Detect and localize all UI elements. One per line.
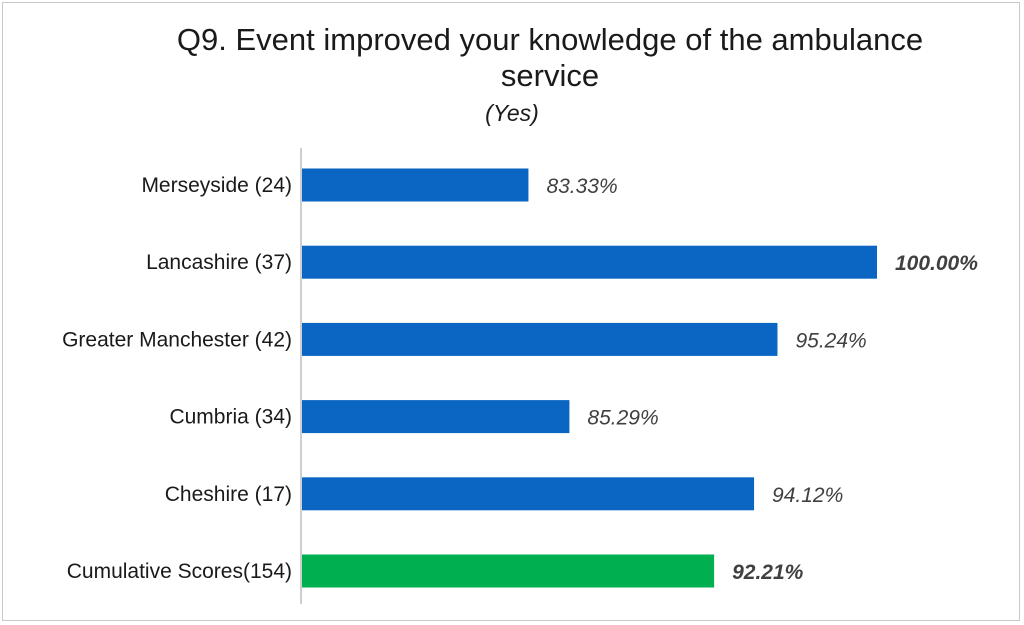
data-label: 95.24% bbox=[795, 329, 866, 352]
bar bbox=[302, 554, 715, 588]
category-label: Greater Manchester (42) bbox=[62, 328, 292, 351]
data-label: 83.33% bbox=[546, 175, 617, 198]
category-label: Merseyside (24) bbox=[141, 174, 292, 197]
category-label: Lancashire (37) bbox=[146, 251, 292, 274]
bar bbox=[302, 477, 755, 511]
chart-title: Q9. Event improved your knowledge of the… bbox=[176, 22, 924, 93]
category-label: Cumulative Scores(154) bbox=[67, 560, 292, 583]
bar bbox=[302, 168, 529, 202]
data-label: 85.29% bbox=[587, 407, 658, 430]
bar bbox=[302, 322, 778, 356]
chart-subtitle: (Yes) bbox=[485, 100, 539, 126]
category-label: Cheshire (17) bbox=[165, 483, 292, 506]
data-label: 92.21% bbox=[732, 561, 804, 584]
bar bbox=[302, 245, 877, 279]
category-label: Cumbria (34) bbox=[169, 406, 292, 429]
data-label: 94.12% bbox=[772, 484, 843, 507]
bar bbox=[302, 400, 570, 434]
data-label: 100.00% bbox=[895, 252, 978, 275]
